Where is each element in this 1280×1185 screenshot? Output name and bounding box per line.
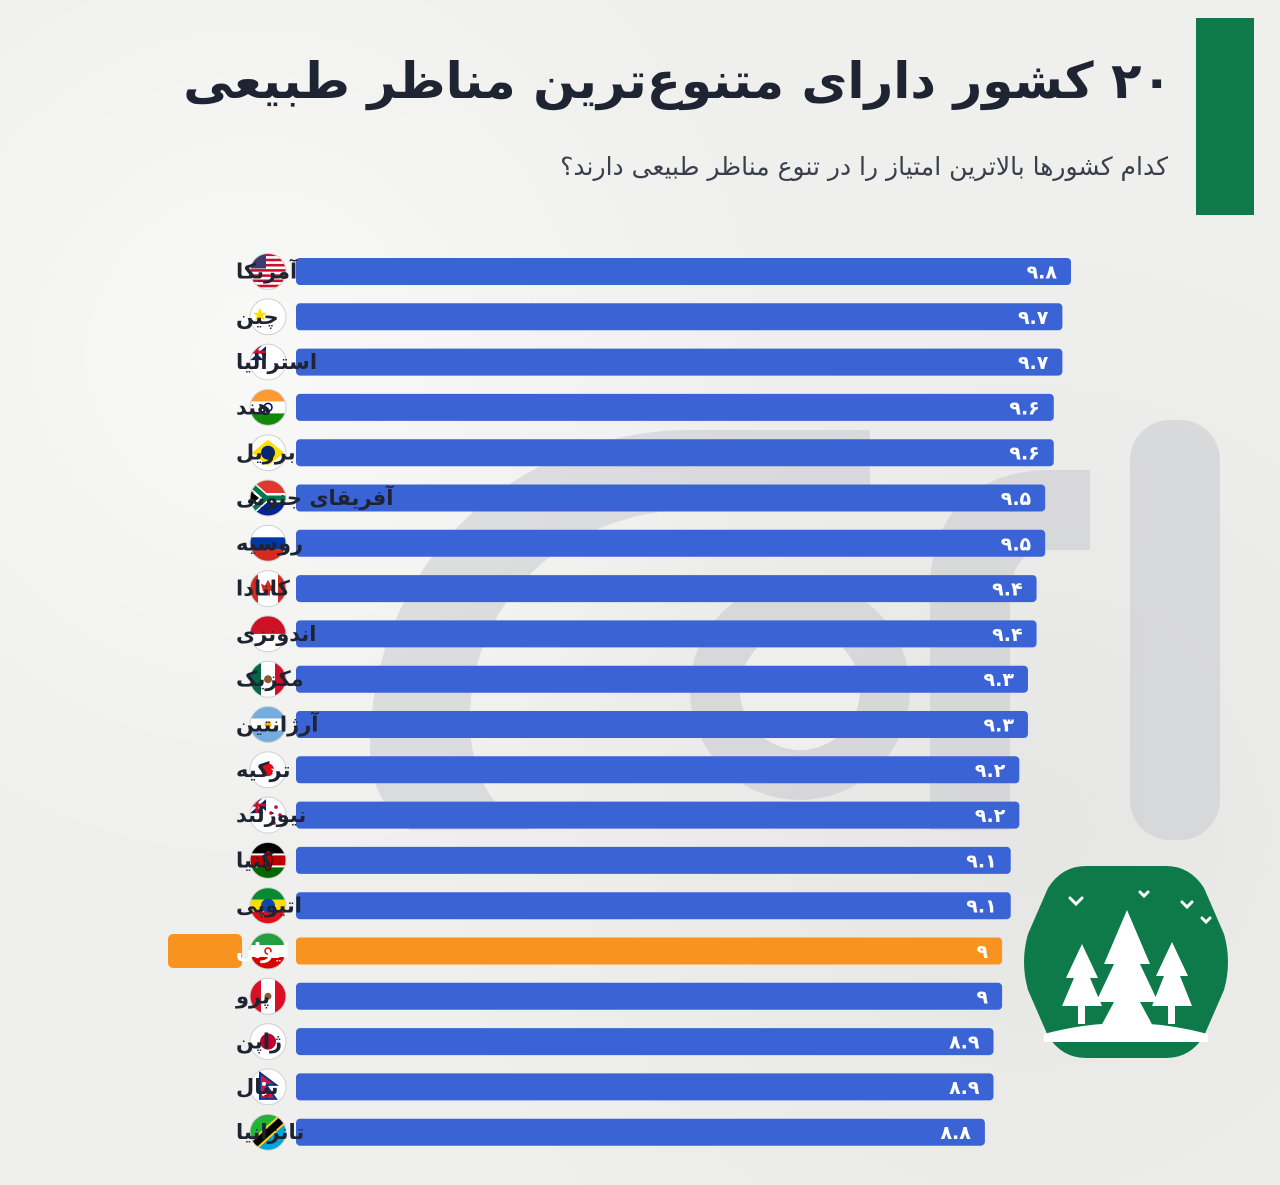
bar-value-label: ۹.۵ <box>1001 488 1032 510</box>
bar-value-label: ۹.۱ <box>966 850 996 872</box>
flag-id-icon <box>249 615 287 653</box>
bar <box>296 801 1020 829</box>
flag-et-icon <box>249 887 287 925</box>
category-label: ژاپن <box>236 1030 282 1054</box>
bar <box>296 756 1020 784</box>
bar <box>296 529 1046 557</box>
flag-ir-icon <box>249 932 287 970</box>
category-label: کانادا <box>236 577 291 601</box>
bar-value-label: ۹.۶ <box>1009 397 1039 419</box>
flag-mx-icon <box>249 660 287 698</box>
category-label: آرژانتین <box>236 712 319 737</box>
category-label: آمریکا <box>236 259 298 284</box>
bar-value-label: ۹.۴ <box>992 624 1022 646</box>
category-label: استرالیا <box>236 350 317 374</box>
bar <box>296 575 1037 603</box>
bar <box>296 892 1011 920</box>
bar-value-label: ۹.۴ <box>992 579 1022 601</box>
bar <box>296 393 1054 421</box>
flag-ar-icon <box>249 706 287 743</box>
flag-jp-icon <box>249 1023 287 1061</box>
bar-value-label: ۹.۲ <box>975 805 1006 827</box>
category-label: مکزیک <box>236 667 304 691</box>
flag-ke-icon <box>249 841 287 879</box>
bar <box>296 439 1054 467</box>
bar-value-label: ۹.۲ <box>975 760 1006 782</box>
forest-badge-icon <box>1024 866 1228 1058</box>
bar <box>296 258 1071 285</box>
bar-value-label: ۸.۹ <box>949 1077 980 1099</box>
bar-value-label: ۸.۹ <box>949 1032 980 1054</box>
bar-value-label: ۹ <box>977 941 989 963</box>
bar-value-label: ۹ <box>977 986 989 1008</box>
category-label: نپال <box>236 1075 279 1099</box>
bar <box>296 484 1046 512</box>
bar-value-label: ۹.۵ <box>1001 533 1032 555</box>
category-label: ایران <box>236 939 289 963</box>
category-label: اتیوپی <box>236 894 302 918</box>
page-title: ۲۰ کشور دارای متنوع‌ترین مناظر طبیعی <box>183 52 1172 110</box>
category-label: تانزانیا <box>236 1120 304 1144</box>
bar-value-label: ۹.۷ <box>1018 352 1049 374</box>
flag-cn-icon <box>249 298 287 336</box>
category-label: روسیه <box>236 531 303 555</box>
bar-value-label: ۹.۷ <box>1018 307 1049 329</box>
bar <box>296 1028 994 1056</box>
bar <box>296 1118 985 1146</box>
category-label: پرو <box>235 984 270 1008</box>
bar-value-label: ۸.۸ <box>940 1122 971 1144</box>
flag-tr-icon <box>249 751 287 789</box>
bar <box>296 1073 994 1101</box>
bar <box>296 620 1037 648</box>
flag-ca-icon <box>249 570 287 608</box>
flag-tz-icon <box>249 1113 287 1151</box>
category-label: آفریقای جنوبی <box>236 485 394 510</box>
bar-value-label: ۹.۸ <box>1027 262 1058 284</box>
flag-np-icon <box>249 1068 287 1106</box>
green-accent-bar <box>1196 18 1254 215</box>
bar <box>296 303 1063 331</box>
highlight-label-badge <box>168 934 242 968</box>
flag-nz-icon <box>249 796 287 834</box>
category-label: هند <box>236 395 271 419</box>
bar <box>296 982 1003 1010</box>
category-label: کنیا <box>236 848 274 872</box>
page-subtitle: کدام کشورها بالاترین امتیاز را در تنوع م… <box>560 152 1168 181</box>
flag-br-icon <box>249 434 287 472</box>
bar-value-label: ۹.۶ <box>1009 443 1039 465</box>
flag-in-icon <box>249 388 287 426</box>
category-label: برزیل <box>236 441 296 465</box>
category-label: نیوزلند <box>236 803 306 827</box>
flag-za-icon <box>249 479 287 517</box>
bar-highlight <box>296 937 1003 965</box>
bar <box>296 665 1028 693</box>
flag-pe-icon <box>249 977 287 1015</box>
flag-ru-icon <box>249 524 287 562</box>
flag-us-icon <box>249 253 287 290</box>
bar <box>296 348 1063 376</box>
bar-value-label: ۹.۳ <box>984 715 1015 737</box>
bar <box>296 846 1011 874</box>
category-label: اندونزی <box>236 622 316 646</box>
bar-value-label: ۹.۱ <box>966 896 996 918</box>
category-label: چین <box>236 305 279 329</box>
bar-value-label: ۹.۳ <box>984 669 1015 691</box>
bar <box>296 711 1028 738</box>
category-label: ترکیه <box>236 758 290 782</box>
